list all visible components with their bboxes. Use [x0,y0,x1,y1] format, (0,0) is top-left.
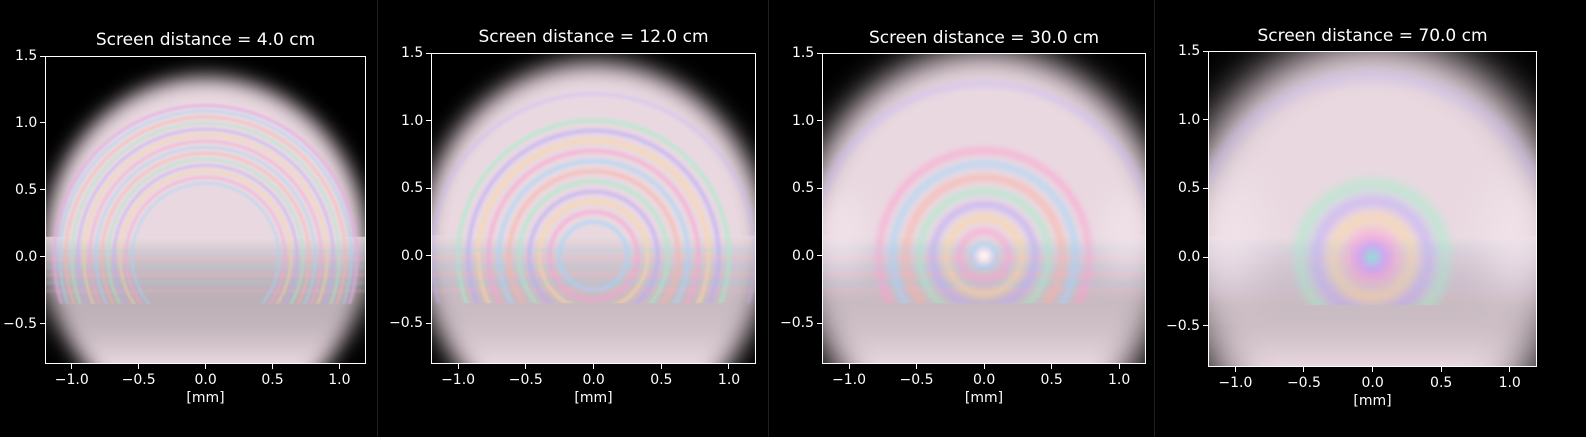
x-tick-label: 1.0 [1498,375,1521,391]
x-tick-mark [848,364,850,369]
y-tick-label: 0.0 [792,247,815,264]
x-tick-label: −0.5 [899,372,934,388]
x-tick-mark [205,364,206,369]
x-tick-label: 1.0 [717,372,741,388]
x-tick-label: −0.5 [508,372,543,388]
x-tick-mark [457,364,459,369]
y-tick-mark [40,189,45,191]
y-tick-label: −0.5 [1166,317,1200,334]
y-tick-label: 1.0 [401,112,424,129]
x-tick-mark [1234,367,1236,372]
y-tick-label: 0.0 [15,248,38,265]
x-tick-label: 0.5 [650,372,673,388]
x-tick-label: −0.5 [1286,375,1321,391]
y-tick-mark [817,255,822,257]
x-tick-mark [271,364,273,369]
y-tick-label: 0.5 [1178,180,1201,197]
x-tick-label: 0.0 [194,372,217,388]
y-tick-label: −0.5 [780,315,814,332]
y-tick-mark [1203,119,1208,121]
y-tick-label: 0.5 [15,181,38,198]
panel-title: Screen distance = 70.0 cm [1257,26,1488,46]
y-tick-label: 1.0 [15,114,38,131]
heatmap-image [822,53,1146,364]
y-tick-mark [817,187,822,189]
y-tick-mark [426,255,431,257]
y-tick-mark [1203,187,1208,189]
x-tick-label: 0.0 [973,372,996,388]
y-tick-label: 1.0 [1178,111,1201,128]
y-tick-mark [426,187,431,189]
x-tick-label: 0.0 [1361,375,1384,391]
diffraction-pattern [1208,51,1537,367]
x-tick-mark [1509,367,1511,372]
y-tick-mark [40,122,45,124]
x-tick-mark [916,364,917,369]
x-tick-mark [338,364,340,369]
panel-title: Screen distance = 4.0 cm [95,30,316,50]
x-tick-mark [138,364,140,369]
y-tick-label: 1.5 [1178,43,1201,59]
y-tick-mark [40,323,45,325]
panel-divider [1154,0,1155,437]
y-tick-label: −0.5 [3,315,37,332]
y-tick-label: 1.5 [15,48,38,64]
x-tick-label: 1.0 [328,372,351,388]
x-tick-mark [1303,367,1305,372]
x-tick-mark [660,364,662,369]
y-tick-mark [426,322,431,324]
y-tick-label: 1.0 [792,112,815,129]
x-tick-label: 1.0 [1108,372,1131,388]
panel-divider [768,0,769,437]
x-tick-label: −1.0 [441,372,476,388]
y-tick-label: 0.0 [401,247,424,264]
x-axis-label: [mm] [964,390,1004,406]
y-tick-label: 0.5 [792,180,815,197]
panel-divider [377,0,378,437]
diffraction-pattern [822,53,1146,364]
panel-title: Screen distance = 30.0 cm [868,28,1100,48]
y-tick-label: 1.5 [792,45,815,61]
x-tick-mark [728,364,730,369]
x-tick-mark [71,364,73,369]
x-tick-mark [983,364,985,369]
x-tick-label: 0.0 [582,372,605,388]
heatmap-image [45,56,366,364]
x-tick-label: 0.5 [261,372,284,388]
heatmap-image [431,53,756,364]
x-tick-mark [593,364,594,369]
y-tick-label: 1.5 [401,45,424,61]
x-axis-label: [mm] [186,390,225,406]
x-axis-label: [mm] [1353,393,1392,409]
x-tick-mark [1051,364,1052,369]
x-tick-label: 0.5 [1040,372,1063,388]
y-tick-label: 0.5 [401,180,424,197]
diffraction-pattern [45,56,366,364]
y-tick-label: −0.5 [389,315,423,332]
x-axis-label: [mm] [574,390,613,406]
x-tick-label: −1.0 [1218,375,1253,391]
y-tick-mark [1203,50,1208,52]
x-tick-label: −1.0 [832,372,866,388]
x-tick-mark [1372,367,1373,372]
x-tick-label: 0.5 [1430,375,1453,391]
y-tick-mark [40,55,45,57]
y-tick-mark [426,120,431,122]
x-tick-label: −0.5 [121,372,156,388]
x-tick-label: −1.0 [54,372,89,388]
y-tick-mark [40,256,45,258]
y-tick-mark [426,52,431,54]
y-tick-mark [1203,256,1208,258]
panel-title: Screen distance = 12.0 cm [478,27,709,47]
y-tick-label: 0.0 [1178,249,1201,266]
y-tick-mark [817,52,822,54]
diffraction-pattern [431,53,756,364]
y-tick-mark [817,322,822,324]
x-tick-mark [1118,364,1120,369]
x-tick-mark [525,364,527,369]
heatmap-image [1208,51,1537,367]
x-tick-mark [1440,367,1442,372]
y-tick-mark [1203,325,1208,327]
y-tick-mark [817,120,822,122]
